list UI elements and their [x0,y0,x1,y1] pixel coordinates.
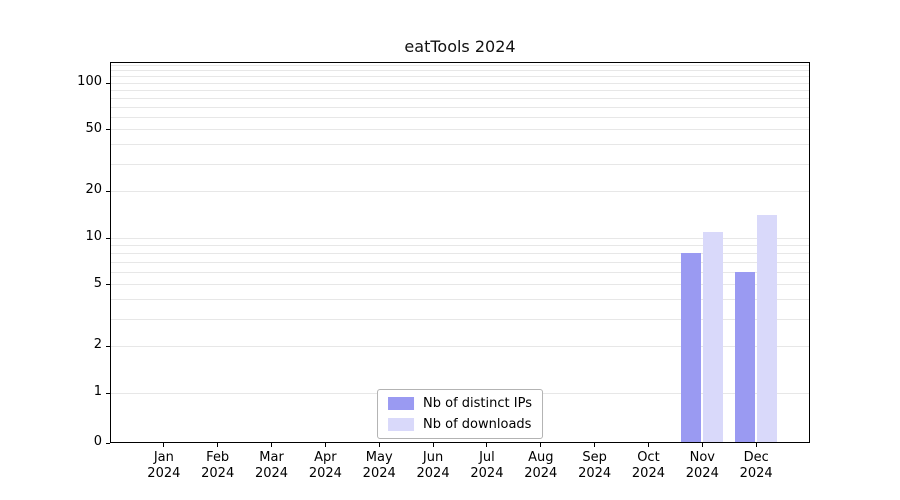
y-tick-label: 50 [85,120,102,136]
gridline [110,82,810,84]
legend-swatch [388,397,415,410]
y-tick-label: 5 [93,275,102,291]
gridline [110,244,810,246]
plot-area: Nb of distinct IPs Nb of downloads [110,62,810,443]
gridline [110,144,810,146]
x-tick-label: Jul 2024 [470,450,504,481]
gridline [110,252,810,254]
x-tick-label: Oct 2024 [631,450,665,481]
legend-label: Nb of distinct IPs [423,396,532,411]
x-tick-label: Mar 2024 [254,450,289,481]
x-tick-label: Jan 2024 [147,450,181,481]
x-tick-label: Sep 2024 [578,450,612,481]
bar-nb-of-distinct-ips [681,253,702,443]
gridline [110,70,810,72]
y-tick-label: 2 [93,337,102,353]
x-tick-label: Nov 2024 [685,450,719,481]
gridline [110,116,810,118]
x-tick-mark [324,443,326,447]
legend-item: Nb of distinct IPs [388,396,532,411]
y-tick-label: 20 [85,182,102,198]
x-tick-mark [378,443,380,447]
y-tick-label: 1 [93,384,102,399]
gridline [110,76,810,78]
gridline [110,129,810,131]
x-tick-mark [540,443,542,447]
legend: Nb of distinct IPs Nb of downloads [377,389,543,439]
chart-title: eatTools 2024 [404,37,516,56]
gridline [110,261,810,263]
x-tick-mark [217,443,219,447]
x-tick-mark [701,443,703,447]
y-tick-mark [106,392,110,394]
gridline [110,106,810,108]
x-tick-label: Jun 2024 [416,450,450,481]
y-tick-mark [106,82,110,84]
gridline [110,97,810,99]
bar-nb-of-downloads [703,231,724,443]
y-tick-mark [106,442,110,444]
gridline [110,284,810,286]
gridline [110,318,810,320]
gridline [110,271,810,273]
bar-nb-of-distinct-ips [735,272,756,443]
y-tick-mark [106,284,110,286]
gridline [110,64,810,66]
gridline [110,163,810,165]
x-tick-mark [594,443,596,447]
x-tick-mark [647,443,649,447]
legend-label: Nb of downloads [423,417,532,432]
y-tick-mark [106,237,110,239]
legend-item: Nb of downloads [388,417,532,432]
gridline [110,89,810,91]
x-tick-label: Dec 2024 [739,450,773,481]
y-tick-mark [106,190,110,192]
y-tick-mark [106,345,110,347]
x-tick-mark [432,443,434,447]
y-tick-mark [106,129,110,131]
x-tick-mark [486,443,488,447]
x-tick-mark [163,443,165,447]
gridline [110,345,810,347]
x-tick-label: Feb 2024 [201,450,235,481]
y-tick-label: 10 [85,229,102,244]
x-tick-label: Apr 2024 [308,450,342,481]
y-tick-label: 0 [93,434,102,449]
bar-nb-of-downloads [757,215,778,443]
x-tick-label: May 2024 [362,450,396,481]
y-tick-label: 100 [77,74,102,89]
x-tick-mark [271,443,273,447]
legend-swatch [388,418,415,431]
x-tick-label: Aug 2024 [524,450,558,481]
x-tick-mark [755,443,757,447]
gridline [110,237,810,239]
gridline [110,190,810,192]
gridline [110,299,810,301]
